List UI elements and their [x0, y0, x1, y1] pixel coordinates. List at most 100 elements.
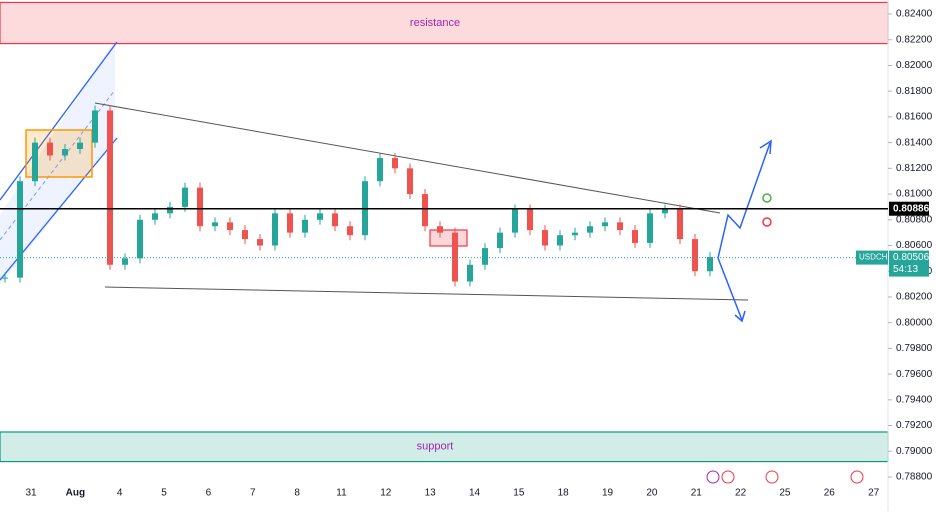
- candle: [257, 239, 263, 246]
- candle: [692, 239, 698, 272]
- symbol-label: USDCHF: [859, 253, 892, 262]
- candle: [527, 209, 533, 231]
- x-tick-label: 18: [558, 488, 570, 499]
- y-tick-label: 0.81800: [896, 86, 933, 97]
- candle: [707, 257, 713, 272]
- x-tick-label: 22: [735, 488, 747, 499]
- candle: [317, 213, 323, 220]
- candle: [602, 222, 608, 227]
- candle: [512, 209, 518, 233]
- y-tick-label: 0.79200: [896, 420, 933, 431]
- channel-fill: [0, 40, 115, 285]
- candle: [407, 168, 413, 195]
- candle: [197, 187, 203, 227]
- candle: [377, 158, 383, 182]
- candle: [92, 110, 98, 143]
- candle: [332, 213, 338, 227]
- current-price-label: 0.80506: [893, 252, 930, 263]
- candle: [272, 213, 278, 246]
- y-tick-label: 0.81200: [896, 163, 933, 174]
- y-tick-label: 0.82000: [896, 60, 933, 71]
- arrows: [717, 139, 772, 323]
- candle: [2, 277, 8, 279]
- candle: [167, 206, 173, 214]
- y-tick-label: 0.79000: [896, 446, 933, 457]
- x-tick-label: 6: [206, 488, 212, 499]
- candle: [587, 226, 593, 233]
- x-tick-label: 31: [25, 488, 37, 499]
- candle: [422, 194, 428, 227]
- candle: [677, 209, 683, 240]
- price-badge: [889, 201, 929, 216]
- x-tick-label: 25: [779, 488, 791, 499]
- price-badge: [889, 250, 929, 277]
- y-tick-label: 0.80200: [896, 292, 933, 303]
- x-tick-label: 5: [161, 488, 167, 499]
- y-tick-label: 0.81400: [896, 137, 933, 148]
- countdown: 54:13: [893, 264, 918, 275]
- candle: [47, 142, 53, 156]
- candle: [227, 222, 233, 231]
- candle: [467, 264, 473, 282]
- y-tick-label: 0.80800: [896, 214, 933, 225]
- marker: [762, 193, 772, 203]
- y-tick-label: 0.78800: [896, 472, 933, 483]
- candle: [32, 142, 38, 182]
- event-icons: [706, 470, 864, 484]
- key-level-label: 0.80886: [893, 203, 930, 214]
- candle: [662, 209, 668, 214]
- x-tick-label: Aug: [66, 488, 85, 499]
- y-tick-label: 0.79600: [896, 369, 933, 380]
- x-tick-label: 26: [824, 488, 836, 499]
- candle: [242, 230, 248, 240]
- candle: [137, 219, 143, 259]
- candle: [122, 258, 128, 265]
- zone: [0, 431, 889, 463]
- candle: [182, 187, 188, 207]
- x-tick-label: 12: [380, 488, 392, 499]
- y-tick-label: 0.82200: [896, 34, 933, 45]
- zone: [0, 1, 889, 45]
- candle: [557, 235, 563, 246]
- candle: [62, 149, 68, 156]
- candle: [572, 232, 578, 236]
- candle: [107, 110, 113, 265]
- candle: [497, 232, 503, 249]
- candle: [347, 226, 353, 236]
- y-tick-label: 0.80000: [896, 317, 933, 328]
- x-tick-label: 20: [646, 488, 658, 499]
- candle: [437, 226, 443, 233]
- x-tick-label: 27: [868, 488, 880, 499]
- channel-line: [0, 41, 118, 201]
- x-tick-label: 19: [602, 488, 614, 499]
- candle: [392, 158, 398, 169]
- box: [429, 229, 468, 247]
- x-tick-label: 11: [336, 488, 347, 499]
- y-tick-label: 0.79800: [896, 343, 933, 354]
- y-tick-label: 0.79400: [896, 394, 933, 405]
- zone-label: resistance: [410, 17, 460, 29]
- y-tick-label: 0.82400: [896, 9, 933, 20]
- y-tick-label: 0.81000: [896, 189, 933, 200]
- candle: [77, 142, 83, 150]
- x-tick-label: 15: [513, 488, 525, 499]
- candle: [452, 232, 458, 282]
- y-tick-label: 0.81600: [896, 112, 933, 123]
- candle: [482, 248, 488, 265]
- zone-label: support: [417, 441, 454, 453]
- x-tick-label: 7: [250, 488, 256, 499]
- candle: [212, 222, 218, 227]
- symbol-badge: [856, 250, 888, 265]
- marker: [762, 217, 772, 227]
- candle: [542, 230, 548, 246]
- candle: [302, 219, 308, 233]
- x-tick-label: 8: [294, 488, 300, 499]
- candle: [152, 213, 158, 220]
- trendline: [104, 286, 749, 301]
- candle: [632, 230, 638, 243]
- candle: [617, 222, 623, 231]
- trendline: [94, 102, 721, 214]
- x-tick-label: 14: [469, 488, 481, 499]
